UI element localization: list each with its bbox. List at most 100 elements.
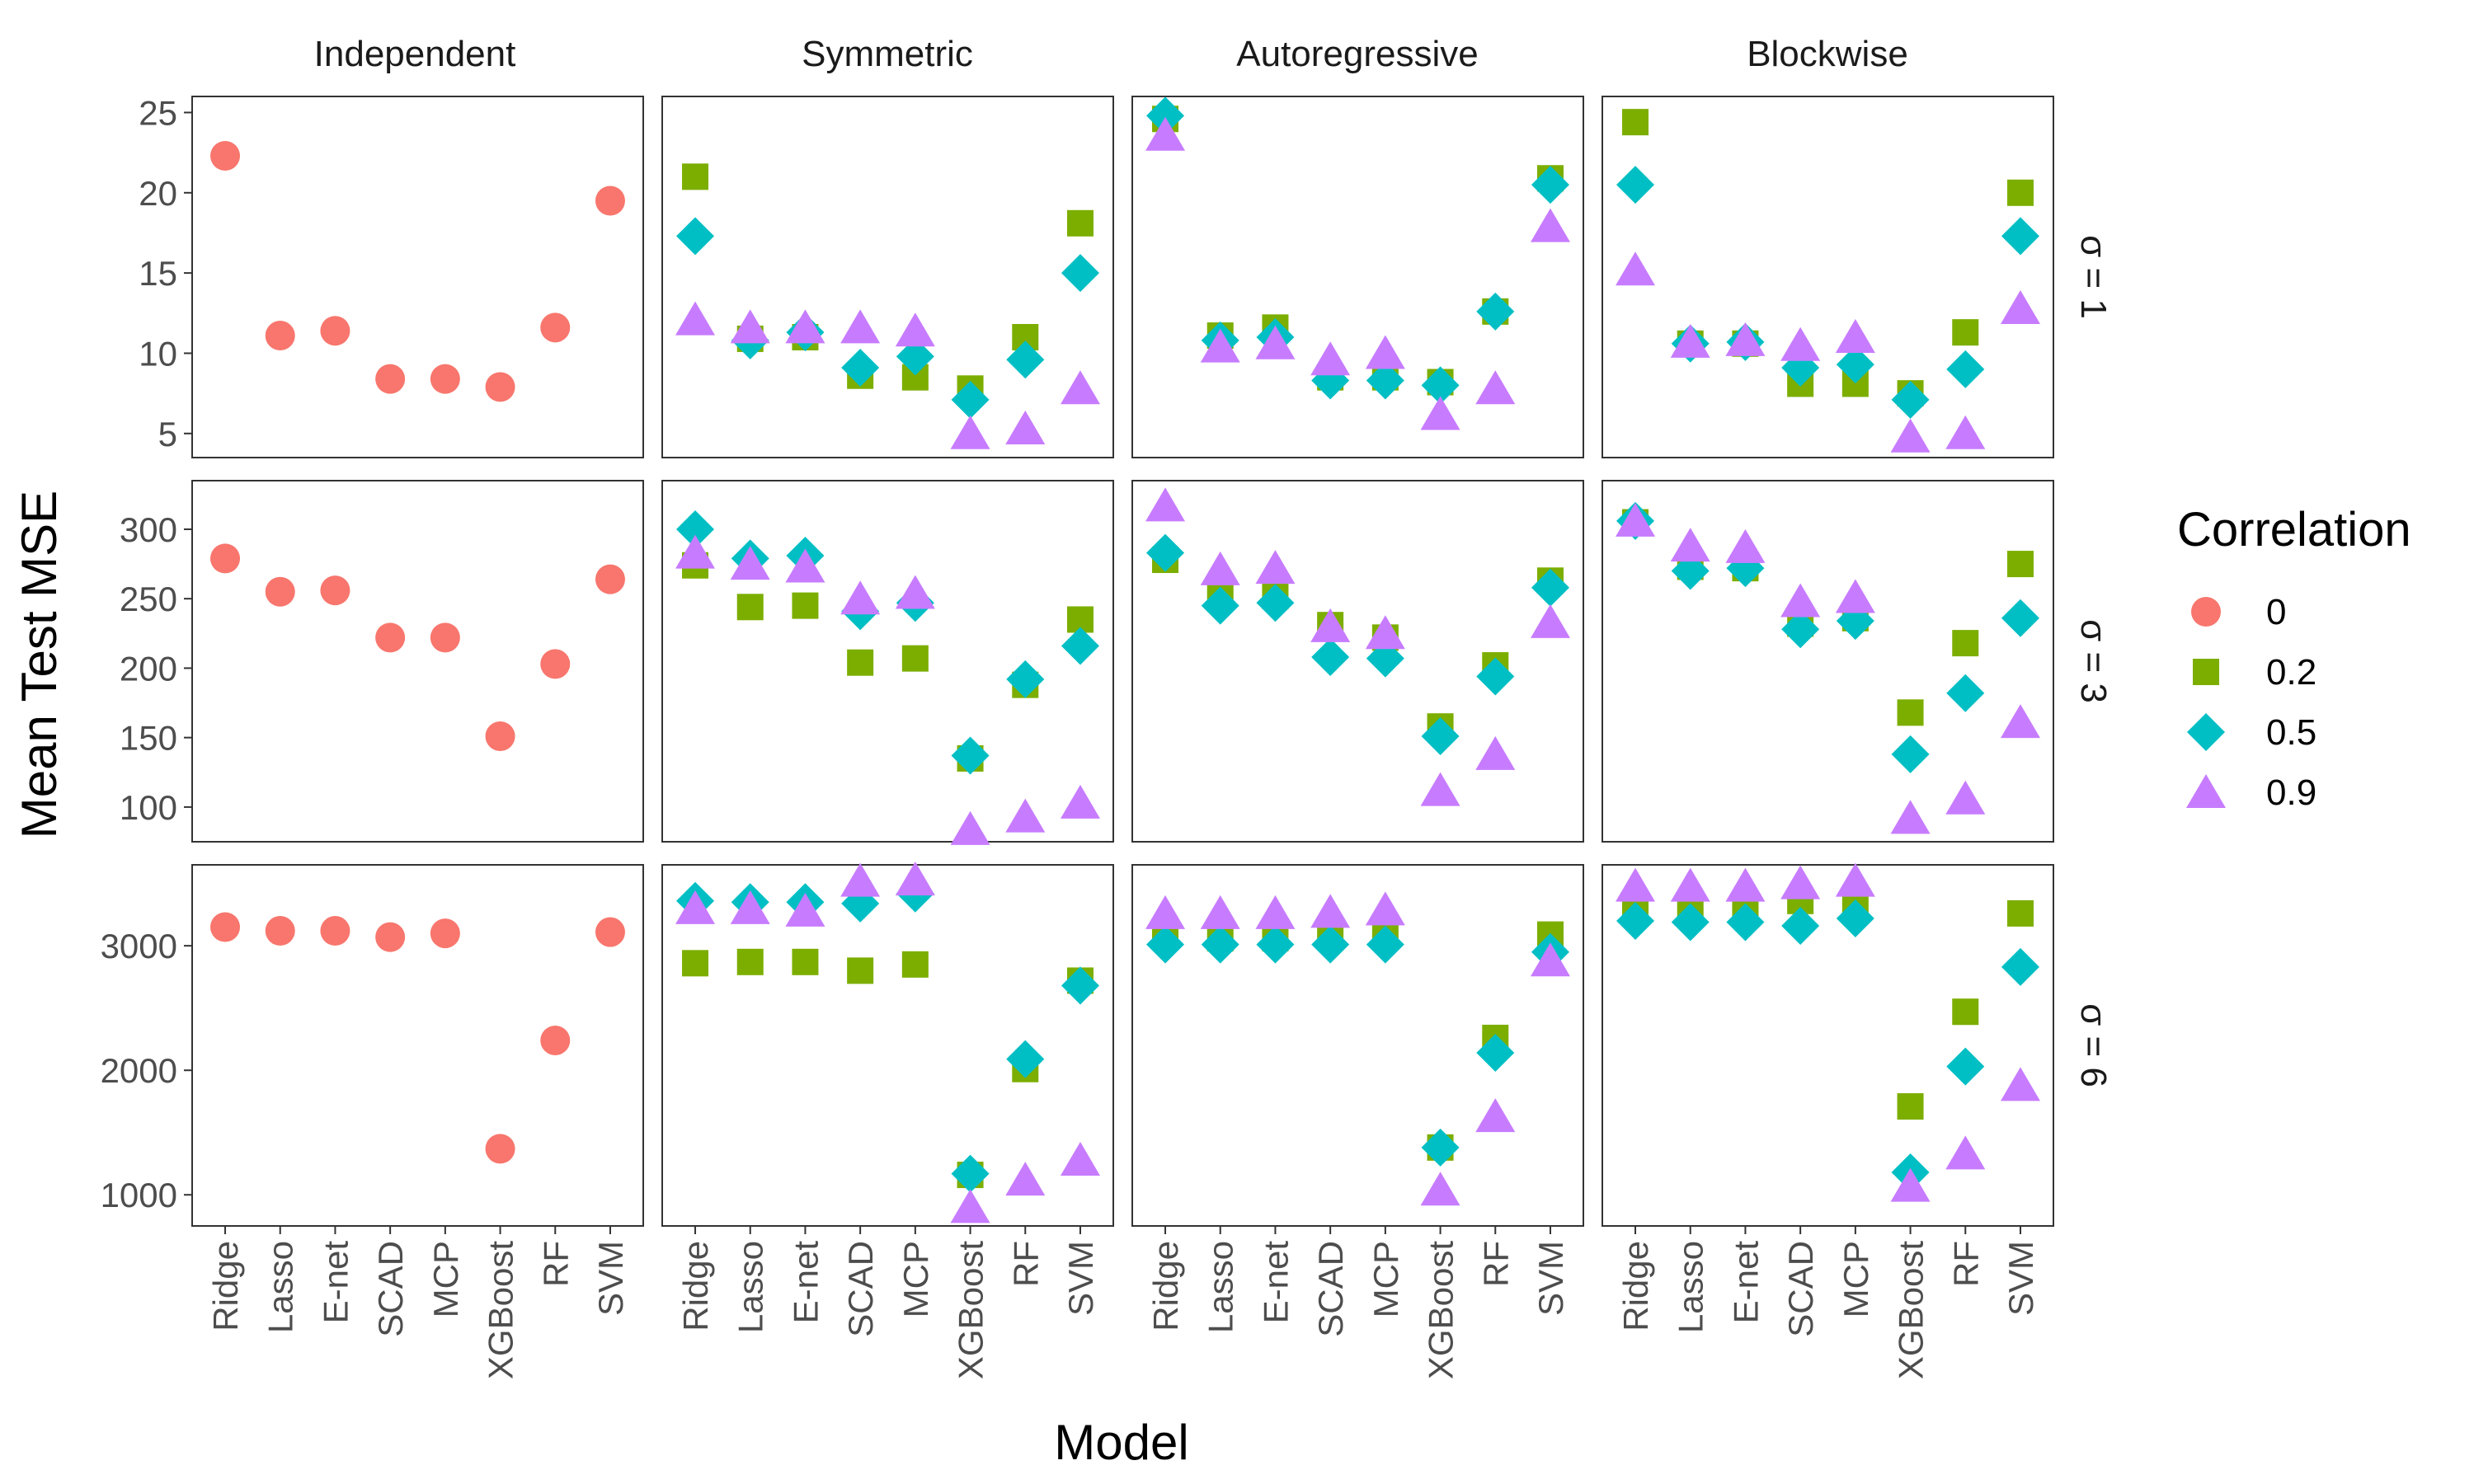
data-point-corr-0	[320, 575, 350, 606]
data-point-corr-0	[430, 364, 460, 394]
data-point-corr-0-9	[675, 301, 716, 336]
data-point-corr-0-5	[1366, 361, 1404, 400]
x-tick-label: Ridge	[676, 1241, 715, 1331]
y-tick-label: 300	[120, 510, 177, 549]
x-tick-label: E-net	[316, 1241, 355, 1324]
legend: Correlation 0 0.2 0.5 0.9	[2177, 503, 2411, 813]
data-point-corr-0	[265, 916, 295, 946]
facet-panel	[1602, 480, 2054, 843]
panel-border	[1131, 864, 1584, 1227]
data-point-corr-0-9	[1890, 1167, 1931, 1202]
legend-label: 0	[2266, 592, 2286, 632]
y-tick-label: 100	[120, 788, 177, 827]
data-point-corr-0-5	[841, 348, 880, 387]
panel-border	[1602, 864, 2054, 1227]
data-point-corr-0-9	[1365, 335, 1405, 369]
data-point-corr-0	[540, 312, 571, 343]
y-tick-label: 20	[139, 174, 177, 213]
data-point-corr-0-2	[2006, 899, 2034, 927]
data-point-corr-0-2	[847, 649, 874, 676]
data-point-corr-0-5	[1256, 925, 1295, 964]
data-point-corr-0-2	[2006, 179, 2034, 206]
facet-panel	[1131, 480, 1584, 843]
facet-panel	[661, 480, 1114, 843]
y-tick-label: 25	[139, 93, 177, 132]
data-point-corr-0-2	[901, 645, 929, 672]
data-point-corr-0-5	[1616, 901, 1655, 940]
data-point-corr-0-5	[1946, 674, 1985, 712]
facet-panel	[1602, 96, 2054, 458]
x-tick-label: XGBoost	[1892, 1241, 1931, 1379]
legend-label: 0.9	[2266, 773, 2316, 813]
panel-border	[1602, 96, 2054, 458]
data-point-corr-0-5	[1146, 533, 1185, 572]
data-point-corr-0-9	[1670, 867, 1710, 902]
data-point-corr-0-9	[2000, 704, 2040, 739]
data-point-corr-0-5	[896, 337, 934, 376]
x-tick-label: MCP	[896, 1241, 935, 1317]
data-point-corr-0-9	[1835, 579, 1875, 613]
panel-border	[191, 480, 644, 843]
data-point-corr-0	[265, 321, 295, 351]
data-point-corr-0-9	[785, 309, 825, 344]
column-strip-label: Symmetric	[802, 34, 973, 74]
data-point-corr-0-9	[950, 810, 990, 845]
x-tick-label: RF	[1946, 1241, 1985, 1287]
row-strip-label: σ = 1	[2073, 235, 2114, 319]
data-point-corr-0-5	[1201, 925, 1239, 964]
panel-border	[1602, 480, 2054, 843]
data-point-corr-0-2	[736, 948, 764, 975]
facet-panel	[191, 96, 644, 458]
data-point-corr-0-5	[1146, 925, 1185, 964]
data-point-corr-0-2	[1897, 699, 1924, 726]
data-point-corr-0-2	[901, 951, 929, 978]
x-tick-label: E-net	[1726, 1241, 1765, 1324]
x-tick-label: SCAD	[841, 1241, 880, 1337]
data-point-corr-0	[375, 922, 406, 952]
data-point-corr-0-9	[1005, 1162, 1046, 1196]
x-tick-label: RF	[536, 1241, 575, 1287]
data-point-corr-0-2	[2006, 551, 2034, 578]
data-point-corr-0-9	[1420, 1172, 1460, 1206]
data-point-corr-0-9	[1945, 780, 1986, 815]
legend-keys: 0 0.2 0.5 0.9	[2186, 592, 2316, 813]
data-point-corr-0-9	[675, 534, 716, 569]
data-point-corr-0	[595, 564, 625, 594]
data-point-corr-0-9	[1670, 528, 1710, 562]
y-axis-title: Mean Test MSE	[12, 491, 67, 838]
x-tick-label: MCP	[426, 1241, 465, 1317]
facet-panel	[661, 96, 1114, 458]
panel-border	[191, 864, 644, 1227]
data-point-corr-0-9	[730, 890, 770, 924]
data-point-corr-0-2	[1066, 209, 1094, 237]
data-point-corr-0-5	[1781, 610, 1820, 649]
data-point-corr-0	[375, 622, 406, 653]
data-point-corr-0	[485, 721, 515, 751]
data-point-corr-0	[540, 649, 571, 679]
data-point-corr-0-9	[730, 546, 770, 580]
data-point-corr-0-9	[1365, 615, 1405, 650]
data-point-corr-0-9	[1310, 608, 1351, 642]
x-tick-label: SVM	[2001, 1241, 2040, 1316]
data-point-corr-0	[375, 364, 406, 394]
data-point-corr-0-9	[1060, 370, 1100, 405]
data-point-corr-0-5	[1311, 637, 1350, 676]
data-point-corr-0-2	[682, 163, 709, 190]
data-point-corr-0-2	[1952, 630, 1979, 657]
data-point-corr-0	[485, 372, 515, 402]
data-point-corr-0-5	[2001, 947, 2039, 986]
data-point-corr-0-5	[1836, 345, 1874, 384]
y-tick-label: 5	[158, 415, 177, 453]
data-points	[210, 96, 2040, 1223]
data-point-corr-0-9	[895, 312, 935, 347]
data-point-corr-0-9	[1616, 502, 1656, 537]
data-point-corr-0-5	[1146, 96, 1185, 135]
data-point-corr-0-5	[1421, 1128, 1460, 1167]
data-point-corr-0-2	[792, 592, 819, 619]
facet-panel	[1131, 864, 1584, 1227]
legend-key-triangle	[2186, 774, 2226, 808]
data-point-corr-0-9	[840, 309, 881, 344]
y-tick-label: 2000	[101, 1051, 177, 1090]
data-point-corr-0-5	[1421, 366, 1460, 405]
data-point-corr-0-5	[1781, 907, 1820, 946]
